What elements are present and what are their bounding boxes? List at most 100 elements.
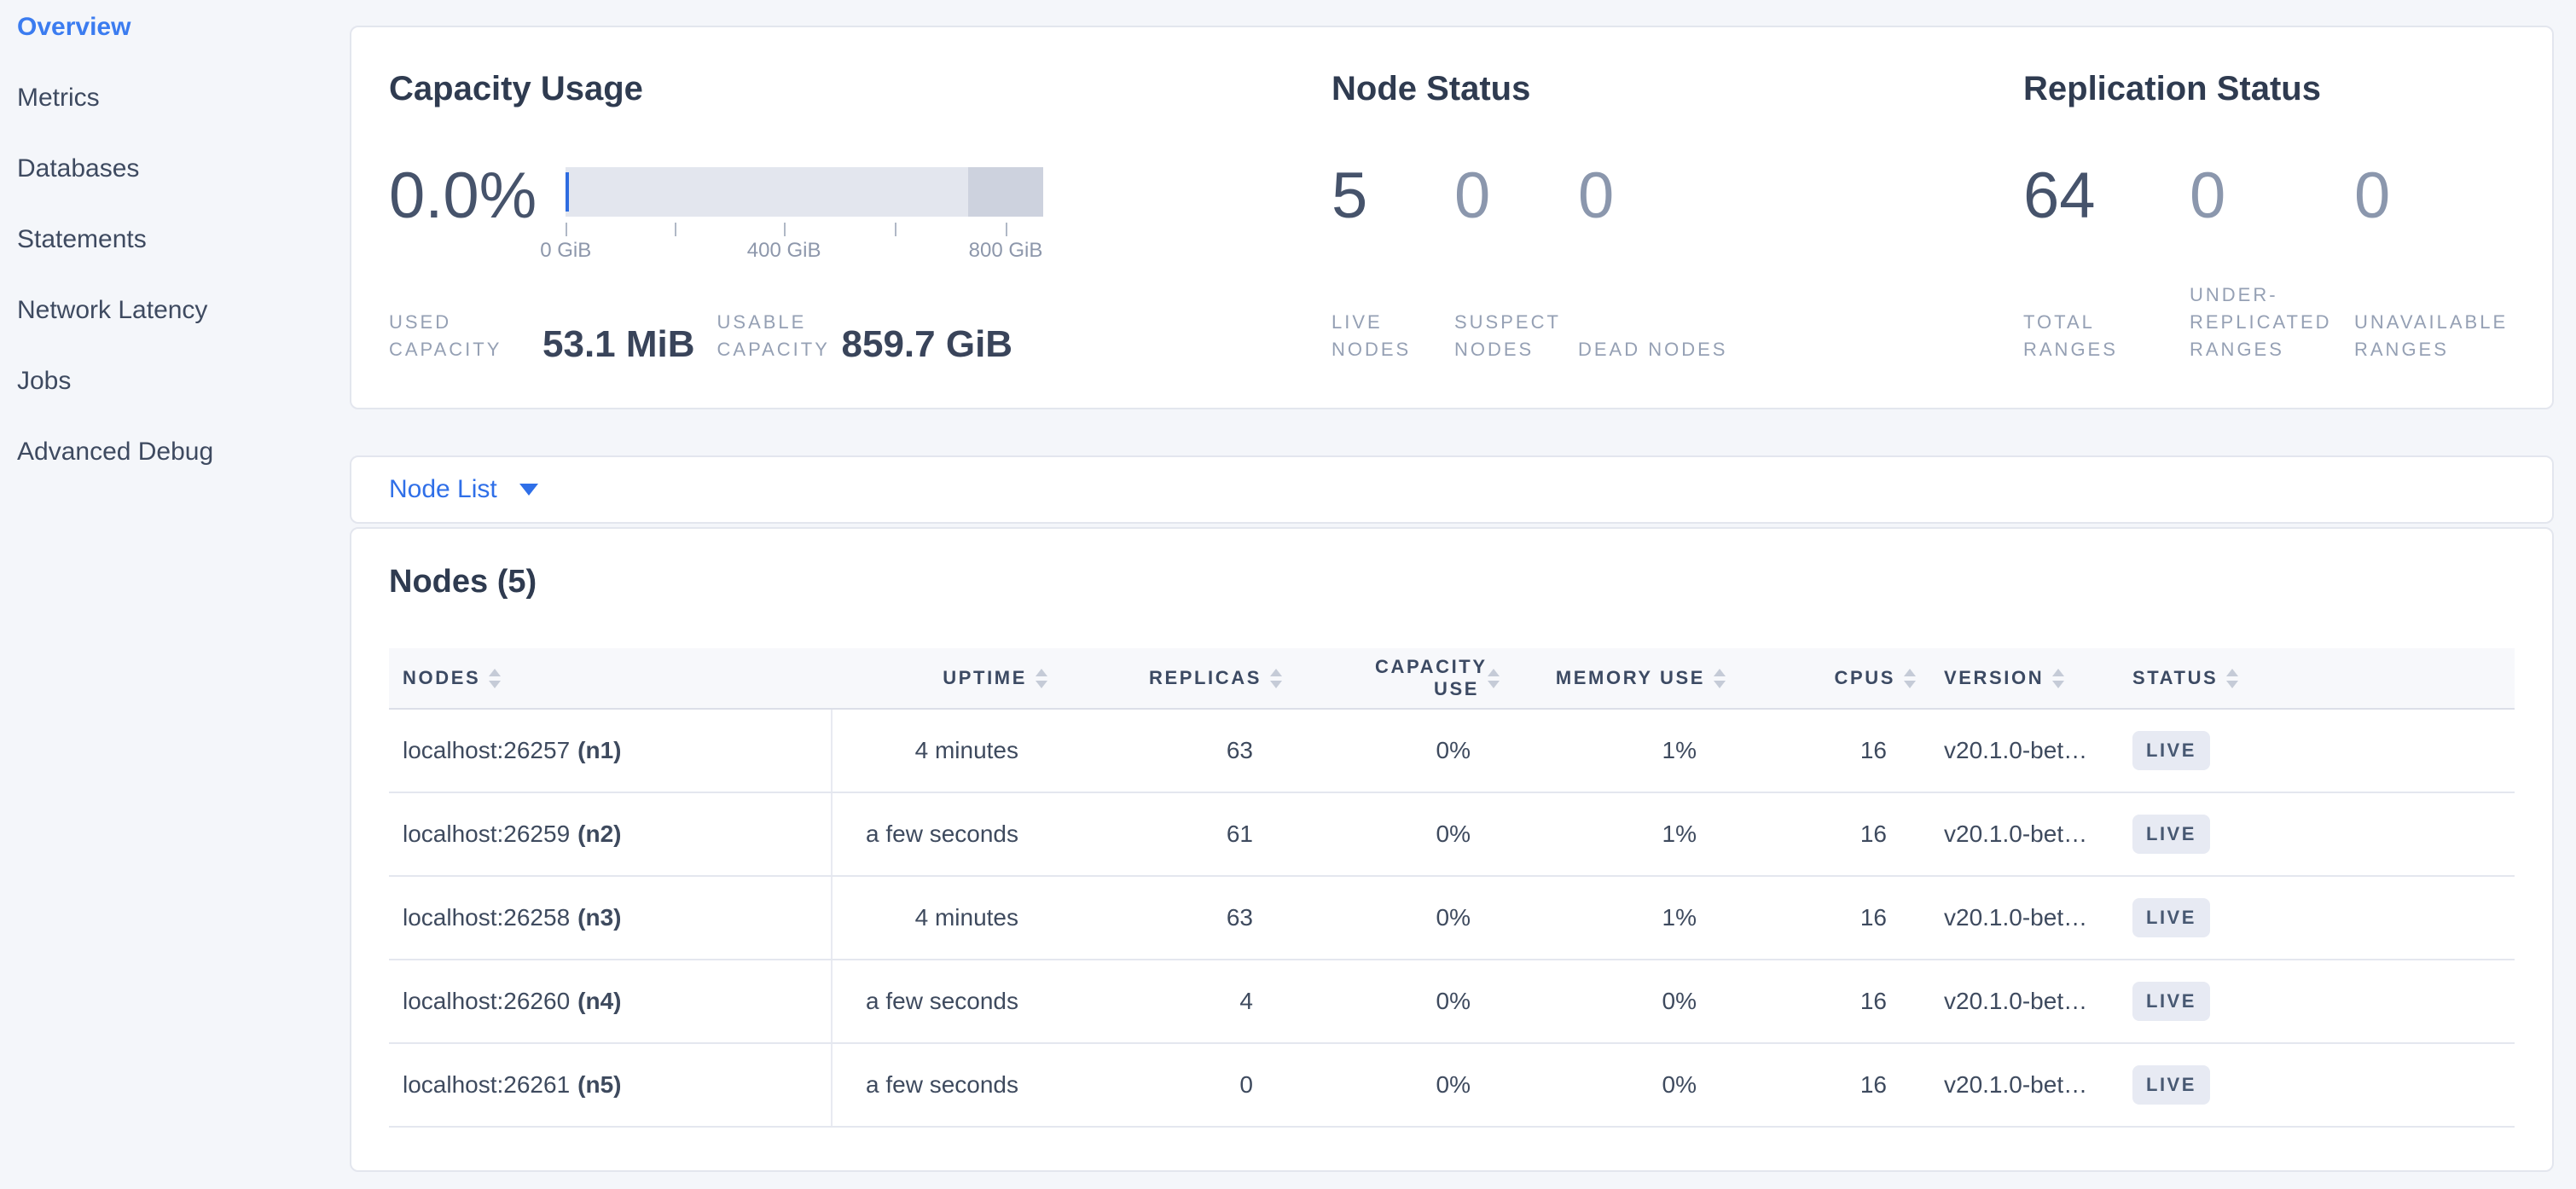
gauge-label-0: 0 GiB bbox=[540, 239, 592, 262]
nodes-table-title: Nodes (5) bbox=[389, 564, 537, 600]
status-badge: LIVE bbox=[2132, 898, 2210, 937]
capacity-usage-section: Capacity Usage 0.0% 0 GiB 400 GiB 800 Gi… bbox=[389, 68, 1332, 363]
dead-nodes-label: DEAD NODES bbox=[1578, 339, 1728, 360]
node-address-cell[interactable]: localhost:26257 (n1) bbox=[389, 710, 833, 792]
column-header-memory-use[interactable]: MEMORY USE bbox=[1500, 648, 1726, 708]
replication-status-title: Replication Status bbox=[2023, 70, 2321, 107]
node-status-section: Node Status 5 0 0 LIVE NODES SUSPECT NOD… bbox=[1332, 68, 2023, 363]
column-header-version[interactable]: VERSION bbox=[1916, 648, 2114, 708]
total-ranges-count: 64 bbox=[2023, 160, 2096, 232]
capacity-gauge-reserved-segment bbox=[968, 167, 1044, 217]
version-cell: v20.1.0-bet… bbox=[1944, 737, 2088, 763]
sidebar-item-statements[interactable]: Statements bbox=[17, 225, 147, 253]
version-cell: v20.1.0-bet… bbox=[1944, 904, 2088, 931]
column-header-capacity-use[interactable]: CAPACITY USE bbox=[1282, 648, 1500, 708]
sidebar-item-overview[interactable]: Overview bbox=[17, 13, 131, 41]
status-cell: LIVE bbox=[2114, 960, 2515, 1042]
version-cell: v20.1.0-bet… bbox=[1944, 988, 2088, 1014]
nodes-table-header: NODES UPTIME REPLICAS CAPACITY USE MEMOR… bbox=[389, 648, 2515, 710]
table-row[interactable]: localhost:26258 (n3) 4 minutes 63 0% 1% … bbox=[389, 877, 2515, 960]
table-row[interactable]: localhost:26260 (n4) a few seconds 4 0% … bbox=[389, 960, 2515, 1044]
total-ranges-label: TOTAL RANGES bbox=[2023, 311, 2118, 360]
replicas-cell: 63 bbox=[1226, 737, 1253, 763]
node-status-title: Node Status bbox=[1332, 70, 1531, 107]
capacity-use-cell: 0% bbox=[1436, 821, 1471, 847]
node-status-stats: 5 0 0 LIVE NODES SUSPECT NODES DEAD NODE… bbox=[1332, 162, 2023, 363]
column-header-uptime[interactable]: UPTIME bbox=[833, 648, 1047, 708]
used-capacity-stat: USED CAPACITY 53.1 MiB bbox=[389, 309, 695, 363]
sort-icon[interactable] bbox=[1904, 668, 1916, 688]
suspect-nodes-count: 0 bbox=[1454, 160, 1491, 232]
cpus-cell: 16 bbox=[1859, 737, 1887, 763]
capacity-gauge-row: 0.0% 0 GiB 400 GiB 800 GiB bbox=[389, 162, 1332, 264]
column-header-status[interactable]: STATUS bbox=[2114, 648, 2515, 708]
sort-icon[interactable] bbox=[1270, 668, 1282, 688]
status-badge: LIVE bbox=[2132, 982, 2210, 1021]
capacity-stats: USED CAPACITY 53.1 MiB USABLE CAPACITY 8… bbox=[389, 309, 1332, 363]
under-replicated-ranges-count: 0 bbox=[2190, 160, 2226, 232]
column-header-nodes[interactable]: NODES bbox=[389, 648, 833, 708]
used-capacity-value: 53.1 MiB bbox=[542, 323, 695, 365]
under-replicated-ranges-label: UNDER-REPLICATED RANGES bbox=[2190, 284, 2332, 360]
status-badge: LIVE bbox=[2132, 731, 2210, 770]
node-address-cell[interactable]: localhost:26258 (n3) bbox=[389, 877, 833, 959]
usable-capacity-value: 859.7 GiB bbox=[841, 323, 1013, 365]
uptime-cell: a few seconds bbox=[866, 988, 1018, 1014]
uptime-cell: a few seconds bbox=[866, 821, 1018, 847]
gauge-label-800: 800 GiB bbox=[968, 239, 1043, 262]
cpus-cell: 16 bbox=[1859, 904, 1887, 931]
node-list-dropdown[interactable]: Node List bbox=[350, 455, 2554, 524]
suspect-nodes-label: SUSPECT NODES bbox=[1454, 311, 1561, 360]
sort-icon[interactable] bbox=[1488, 668, 1500, 688]
column-header-replicas[interactable]: REPLICAS bbox=[1047, 648, 1282, 708]
sort-icon[interactable] bbox=[1036, 668, 1047, 688]
memory-use-cell: 1% bbox=[1662, 821, 1697, 847]
live-nodes-label: LIVE NODES bbox=[1332, 311, 1412, 360]
sidebar-item-metrics[interactable]: Metrics bbox=[17, 84, 100, 112]
sidebar-item-jobs[interactable]: Jobs bbox=[17, 367, 72, 395]
used-capacity-label: USED CAPACITY bbox=[389, 311, 502, 360]
sidebar-item-databases[interactable]: Databases bbox=[17, 154, 140, 183]
status-badge: LIVE bbox=[2132, 1065, 2210, 1105]
sort-icon[interactable] bbox=[489, 668, 502, 688]
column-header-cpus[interactable]: CPUS bbox=[1726, 648, 1916, 708]
memory-use-cell: 1% bbox=[1662, 904, 1697, 931]
sidebar-item-advanced-debug[interactable]: Advanced Debug bbox=[17, 438, 214, 466]
status-cell: LIVE bbox=[2114, 1044, 2515, 1126]
node-address-cell[interactable]: localhost:26260 (n4) bbox=[389, 960, 833, 1042]
capacity-gauge-used-marker bbox=[566, 171, 570, 212]
capacity-percent: 0.0% bbox=[389, 160, 537, 232]
replicas-cell: 0 bbox=[1239, 1071, 1253, 1098]
sort-icon[interactable] bbox=[2052, 668, 2065, 688]
sidebar-item-network-latency[interactable]: Network Latency bbox=[17, 296, 208, 324]
cpus-cell: 16 bbox=[1859, 821, 1887, 847]
memory-use-cell: 1% bbox=[1662, 737, 1697, 763]
capacity-use-cell: 0% bbox=[1436, 737, 1471, 763]
replication-status-stats: 64 0 0 TOTAL RANGES UNDER-REPLICATED RAN… bbox=[2023, 162, 2515, 363]
capacity-use-cell: 0% bbox=[1436, 1071, 1471, 1098]
replicas-cell: 63 bbox=[1226, 904, 1253, 931]
replication-status-section: Replication Status 64 0 0 TOTAL RANGES U… bbox=[2023, 68, 2515, 363]
node-address-cell[interactable]: localhost:26259 (n2) bbox=[389, 793, 833, 875]
capacity-use-cell: 0% bbox=[1436, 904, 1471, 931]
sort-icon[interactable] bbox=[2226, 668, 2239, 688]
sidebar: Overview Metrics Databases Statements Ne… bbox=[0, 0, 341, 1189]
capacity-gauge-tick-labels: 0 GiB 400 GiB 800 GiB bbox=[540, 239, 1043, 264]
replicas-cell: 61 bbox=[1226, 821, 1253, 847]
nodes-table: NODES UPTIME REPLICAS CAPACITY USE MEMOR… bbox=[389, 648, 2515, 1128]
sort-icon[interactable] bbox=[1714, 668, 1726, 688]
status-badge: LIVE bbox=[2132, 815, 2210, 854]
unavailable-ranges-count: 0 bbox=[2354, 160, 2391, 232]
node-address-cell[interactable]: localhost:26261 (n5) bbox=[389, 1044, 833, 1126]
version-cell: v20.1.0-bet… bbox=[1944, 821, 2088, 847]
sidebar-nav: Overview Metrics Databases Statements Ne… bbox=[17, 12, 341, 508]
table-row[interactable]: localhost:26261 (n5) a few seconds 0 0% … bbox=[389, 1044, 2515, 1128]
table-row[interactable]: localhost:26259 (n2) a few seconds 61 0%… bbox=[389, 793, 2515, 877]
capacity-gauge-bar bbox=[566, 167, 1044, 217]
node-list-dropdown-label[interactable]: Node List bbox=[389, 475, 497, 503]
capacity-gauge-ticks bbox=[566, 220, 1043, 239]
uptime-cell: a few seconds bbox=[866, 1071, 1018, 1098]
capacity-usage-title: Capacity Usage bbox=[389, 70, 643, 107]
table-row[interactable]: localhost:26257 (n1) 4 minutes 63 0% 1% … bbox=[389, 710, 2515, 793]
chevron-down-icon[interactable] bbox=[519, 484, 538, 496]
